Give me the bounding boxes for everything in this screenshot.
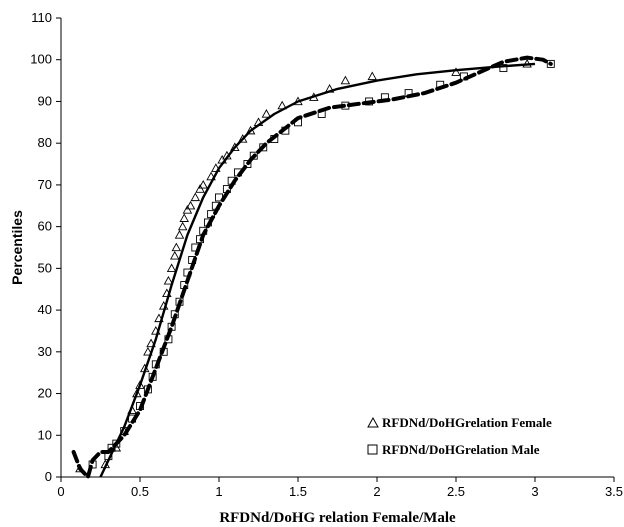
x-tick-label: 3 xyxy=(531,484,538,499)
x-tick-label: 0 xyxy=(57,484,64,499)
data-markers xyxy=(76,60,554,472)
female-data-point xyxy=(191,193,199,200)
y-tick-label: 10 xyxy=(38,427,52,442)
legend: RFDNd/DoHGrelation Female RFDNd/DoHGrela… xyxy=(368,415,552,457)
legend-square-marker xyxy=(368,445,377,454)
female-data-point xyxy=(262,110,270,117)
x-tick-label: 2.5 xyxy=(447,484,465,499)
female-data-point xyxy=(368,72,376,79)
female-data-point xyxy=(199,181,207,188)
y-tick-label: 20 xyxy=(38,386,52,401)
x-tick-label: 1 xyxy=(215,484,222,499)
y-tick-label: 110 xyxy=(31,10,52,25)
legend-label-female: RFDNd/DoHGrelation Female xyxy=(382,415,552,430)
x-tick-label: 3.5 xyxy=(605,484,623,499)
female-data-point xyxy=(341,77,349,84)
y-tick-label: 70 xyxy=(38,177,52,192)
y-tick-label: 50 xyxy=(38,260,52,275)
female-data-point xyxy=(168,264,176,271)
female-data-point xyxy=(179,223,187,230)
x-tick-label: 0.5 xyxy=(131,484,149,499)
y-tick-label: 40 xyxy=(38,302,52,317)
female-data-point xyxy=(180,214,188,221)
female-data-point xyxy=(171,252,179,259)
female-data-point xyxy=(172,244,180,251)
x-tick-label: 2 xyxy=(373,484,380,499)
y-tick-label: 30 xyxy=(38,344,52,359)
legend-triangle-marker xyxy=(368,418,378,427)
y-tick-label: 90 xyxy=(38,93,52,108)
y-tick-label: 0 xyxy=(45,469,52,484)
legend-item-female: RFDNd/DoHGrelation Female xyxy=(368,415,552,430)
female-data-point xyxy=(176,231,184,238)
legend-label-male: RFDNd/DoHGrelation Male xyxy=(382,442,540,457)
y-tick-label: 60 xyxy=(38,219,52,234)
y-axis-title: Percentiles xyxy=(9,210,25,285)
legend-item-male: RFDNd/DoHGrelation Male xyxy=(368,442,540,457)
y-tick-label: 100 xyxy=(30,52,52,67)
female-data-point xyxy=(187,202,195,209)
y-tick-label: 80 xyxy=(38,135,52,150)
x-axis-title: RFDNd/DoHG relation Female/Male xyxy=(219,510,456,526)
x-tick-label: 1.5 xyxy=(289,484,307,499)
